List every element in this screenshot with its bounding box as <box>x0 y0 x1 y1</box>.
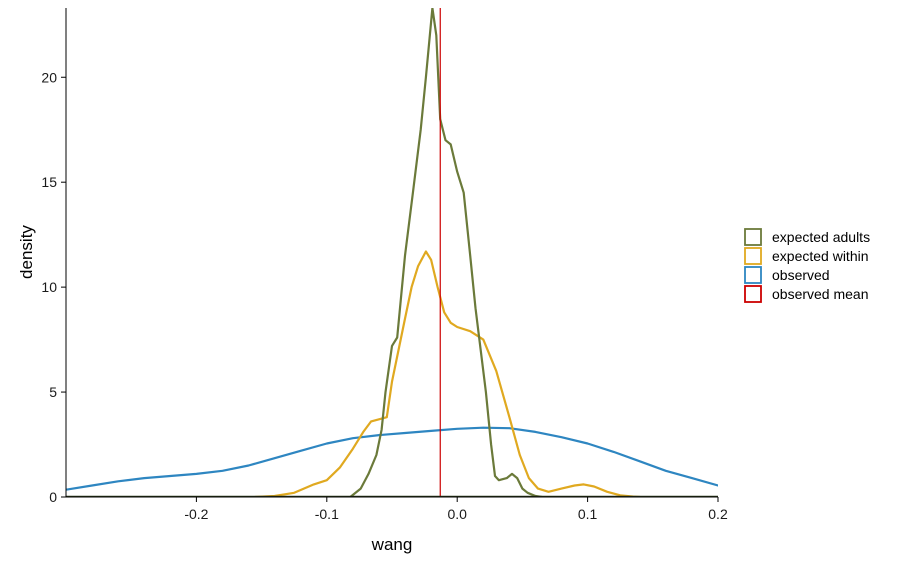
y-tick-label: 10 <box>41 279 57 295</box>
legend-key-observed <box>744 266 762 284</box>
legend: expected adults expected within observed ob… <box>744 228 870 303</box>
legend-key-observed-mean <box>744 285 762 303</box>
x-axis-ticks: -0.2 -0.1 0.0 0.1 0.2 <box>184 497 728 522</box>
legend-key-expected-adults <box>744 228 762 246</box>
y-tick-label: 0 <box>49 489 57 505</box>
x-tick-label: 0.2 <box>708 506 728 522</box>
x-tick-label: -0.2 <box>184 506 208 522</box>
x-tick-label: 0.1 <box>578 506 598 522</box>
y-tick-label: 15 <box>41 174 57 190</box>
series-line-expected-within <box>254 250 641 497</box>
legend-label: observed <box>772 267 830 283</box>
series-line-expected-adults <box>349 8 544 497</box>
legend-key-expected-within <box>744 247 762 265</box>
y-tick-label: 5 <box>49 384 57 400</box>
y-axis-ticks: 0 5 10 15 20 <box>41 69 66 505</box>
legend-label: expected adults <box>772 229 870 245</box>
x-tick-label: 0.0 <box>447 506 467 522</box>
series-layer <box>66 8 718 497</box>
series-line-observed <box>66 426 718 491</box>
x-axis-title: wang <box>371 535 413 554</box>
x-tick-label: -0.1 <box>315 506 339 522</box>
legend-label: observed mean <box>772 286 869 302</box>
legend-label: expected within <box>772 248 869 264</box>
y-axis-title: density <box>17 225 36 279</box>
y-tick-label: 20 <box>41 69 57 85</box>
